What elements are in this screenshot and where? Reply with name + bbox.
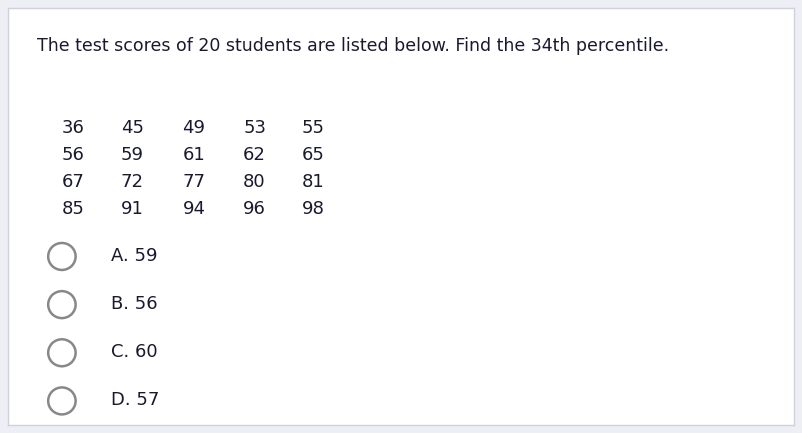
Text: 65: 65 [302,146,325,164]
Text: 77: 77 [182,173,205,191]
Text: 49: 49 [182,119,205,137]
Text: 53: 53 [243,119,266,137]
Text: C. 60: C. 60 [111,343,157,361]
Text: 56: 56 [62,146,85,164]
Text: 72: 72 [121,173,144,191]
Text: B. 56: B. 56 [111,295,157,313]
Text: 91: 91 [121,200,144,218]
Text: 55: 55 [302,119,325,137]
Text: 80: 80 [243,173,265,191]
Text: 94: 94 [182,200,205,218]
Text: 36: 36 [62,119,85,137]
Text: 45: 45 [121,119,144,137]
Text: D. 57: D. 57 [111,391,160,409]
Text: 61: 61 [182,146,205,164]
Text: 67: 67 [62,173,85,191]
Text: 81: 81 [302,173,325,191]
Text: 62: 62 [243,146,266,164]
Text: The test scores of 20 students are listed below. Find the 34th percentile.: The test scores of 20 students are liste… [38,37,670,55]
Text: 98: 98 [302,200,325,218]
Text: A. 59: A. 59 [111,247,157,265]
Text: 96: 96 [243,200,266,218]
Text: 59: 59 [121,146,144,164]
Text: 85: 85 [62,200,85,218]
